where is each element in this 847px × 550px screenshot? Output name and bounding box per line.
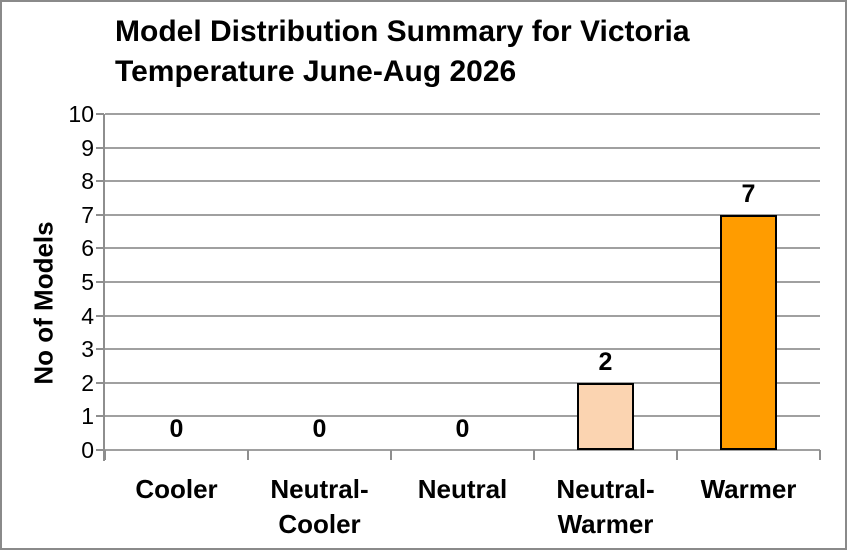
y-tick-label: 10 bbox=[68, 101, 94, 127]
y-axis-tick bbox=[96, 180, 104, 183]
chart-title: Model Distribution Summary for Victoria … bbox=[115, 12, 765, 92]
gridline bbox=[105, 146, 820, 149]
x-category-label: Neutral-Warmer bbox=[556, 474, 655, 539]
gridline bbox=[105, 314, 820, 317]
x-axis-tick bbox=[819, 450, 821, 460]
y-axis-tick bbox=[96, 415, 104, 418]
y-tick-label: 2 bbox=[81, 369, 94, 396]
bar-data-label: 7 bbox=[741, 179, 756, 208]
y-tick-label: 1 bbox=[81, 403, 94, 430]
gridline bbox=[105, 247, 820, 250]
y-tick-label: 4 bbox=[81, 302, 94, 329]
x-axis-tick bbox=[247, 450, 249, 460]
chart-title-line-1: Model Distribution Summary for Victoria bbox=[115, 15, 690, 48]
gridline bbox=[105, 281, 820, 283]
y-tick-label: 6 bbox=[81, 235, 94, 262]
bar-data-label: 0 bbox=[455, 415, 470, 443]
gridline bbox=[105, 348, 820, 351]
y-axis-tick bbox=[96, 281, 104, 283]
y-axis-tick bbox=[96, 449, 104, 451]
x-category-label: Warmer bbox=[700, 474, 797, 504]
x-axis-tick bbox=[676, 450, 678, 460]
y-axis-tick bbox=[96, 113, 104, 115]
y-axis-tick bbox=[96, 314, 104, 317]
chart-title-line-2: Temperature June-Aug 2026 bbox=[115, 55, 517, 88]
bar-data-label: 0 bbox=[169, 415, 184, 443]
bar bbox=[577, 382, 634, 450]
x-axis-tick bbox=[104, 450, 106, 460]
y-tick-label: 8 bbox=[81, 168, 94, 195]
y-tick-label: 3 bbox=[81, 336, 94, 363]
gridline bbox=[105, 415, 820, 418]
x-category-label: Neutral bbox=[417, 474, 508, 504]
x-category-label: Cooler bbox=[135, 474, 218, 504]
y-axis-tick bbox=[96, 247, 104, 250]
gridline bbox=[105, 213, 820, 216]
x-axis-tick bbox=[533, 450, 535, 460]
y-axis-tick bbox=[96, 213, 104, 216]
y-tick-label: 5 bbox=[81, 269, 94, 295]
gridline bbox=[105, 381, 820, 384]
plot-area bbox=[105, 113, 820, 451]
x-axis-line bbox=[105, 449, 820, 451]
bar bbox=[720, 214, 777, 450]
gridline bbox=[105, 180, 820, 183]
y-axis-tick bbox=[96, 381, 104, 384]
x-axis-tick bbox=[390, 450, 392, 460]
y-tick-label: 9 bbox=[81, 134, 94, 161]
y-axis-line bbox=[103, 114, 105, 461]
bar-data-label: 2 bbox=[598, 347, 613, 376]
gridline bbox=[105, 113, 820, 115]
y-axis-tick bbox=[96, 146, 104, 149]
y-axis-tick bbox=[96, 348, 104, 351]
y-tick-label: 7 bbox=[81, 201, 94, 228]
y-tick-label: 0 bbox=[81, 437, 94, 463]
bar-data-label: 0 bbox=[312, 415, 327, 443]
x-category-label: Neutral-Cooler bbox=[270, 474, 369, 539]
